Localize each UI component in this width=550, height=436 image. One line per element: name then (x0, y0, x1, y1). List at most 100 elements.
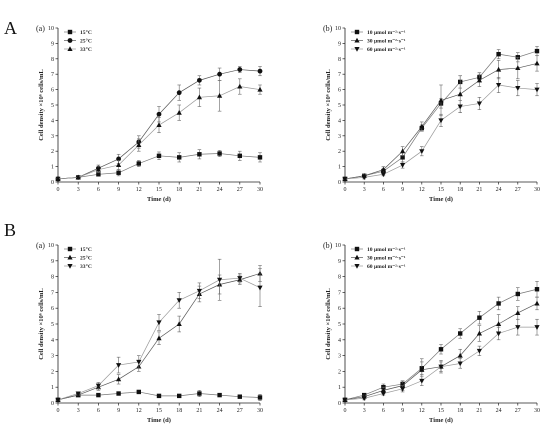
x-tick-label: 21 (476, 408, 482, 414)
data-point (515, 65, 521, 71)
data-point (400, 148, 406, 154)
data-point (419, 123, 425, 129)
y-tick-label: 6 (338, 88, 341, 94)
data-point (116, 162, 122, 168)
y-tick-label: 10 (48, 26, 54, 32)
data-point (116, 170, 121, 175)
x-tick-label: 0 (57, 408, 60, 414)
y-tick-label: 9 (338, 259, 341, 265)
x-tick-label: 21 (196, 187, 202, 193)
data-point (176, 90, 182, 96)
y-tick-label: 5 (51, 322, 54, 328)
y-tick-label: 7 (338, 290, 341, 296)
legend-marker (354, 254, 360, 260)
data-point (457, 361, 463, 367)
x-tick-label: 18 (457, 187, 463, 193)
data-point (197, 77, 202, 83)
data-point (156, 335, 162, 341)
x-tick-label: 27 (237, 187, 243, 193)
legend-entry: 15°C (80, 29, 92, 36)
data-point (237, 67, 243, 72)
data-point (156, 111, 162, 117)
legend-entry: 10 μmol m⁻²·s⁻¹ (367, 247, 406, 253)
data-point (342, 397, 348, 403)
x-tick-label: 9 (401, 408, 404, 414)
y-tick-label: 2 (338, 149, 341, 155)
y-axis-title: Cell density ×10⁶ cells/mL (38, 69, 45, 141)
data-point (217, 151, 222, 156)
y-tick-label: 6 (51, 88, 54, 94)
legend-entry: 33°C (80, 46, 92, 53)
x-tick-label: 9 (117, 408, 120, 414)
y-tick-label: 4 (338, 338, 341, 344)
data-point (438, 97, 444, 103)
data-point (217, 92, 223, 98)
data-point (197, 152, 202, 157)
y-tick-label: 3 (51, 134, 54, 140)
y-tick-label: 4 (51, 118, 54, 124)
data-point (237, 153, 242, 159)
data-point (257, 285, 263, 291)
data-point (176, 298, 182, 304)
y-tick-label: 10 (335, 243, 341, 249)
data-point (380, 391, 386, 397)
data-point (419, 149, 425, 154)
data-point (196, 288, 202, 294)
y-tick-label: 6 (338, 306, 341, 312)
x-tick-label: 30 (534, 187, 540, 193)
data-point (419, 378, 425, 384)
data-point (257, 68, 263, 74)
x-tick-label: 24 (217, 187, 223, 193)
y-tick-label: 8 (51, 57, 54, 63)
data-point (438, 347, 444, 352)
data-point (515, 325, 521, 330)
data-point (496, 321, 502, 326)
legend-marker (354, 246, 360, 252)
y-tick-label: 0 (338, 180, 341, 186)
y-axis-title: Cell density ×10⁶ cells/mL (325, 288, 332, 360)
section-label-b: B (4, 220, 17, 240)
legend-marker (354, 47, 360, 52)
data-point (476, 77, 482, 83)
y-tick-label: 2 (51, 149, 54, 155)
data-point (419, 367, 425, 372)
x-tick-label: 30 (257, 408, 263, 414)
x-tick-label: 3 (363, 408, 366, 414)
data-point (136, 142, 142, 148)
data-point (116, 391, 121, 396)
x-tick-label: 21 (196, 408, 202, 414)
legend-marker (67, 46, 73, 51)
data-point (400, 386, 406, 392)
legend-entry: 10 μmol m⁻²·s⁻¹ (367, 30, 406, 36)
data-point (217, 277, 223, 283)
legend: 10 μmol m⁻²·s⁻¹ 30 μmol m⁻²·s⁻¹ 60 μmol m⁻… (351, 246, 406, 270)
data-point (95, 383, 101, 389)
data-point (156, 393, 162, 399)
legend-marker (354, 37, 360, 43)
x-tick-label: 27 (237, 408, 243, 414)
x-tick-label: 6 (97, 408, 100, 414)
x-tick-label: 12 (419, 408, 425, 414)
data-point (96, 172, 101, 177)
data-point (257, 155, 263, 160)
data-point (476, 330, 482, 336)
data-point (196, 94, 202, 100)
data-point (237, 83, 243, 89)
data-point (496, 331, 502, 337)
x-tick-label: 18 (176, 408, 182, 414)
data-point (136, 359, 142, 365)
series-3 (342, 76, 540, 182)
x-tick-label: 27 (515, 408, 521, 414)
data-point (496, 301, 501, 306)
x-tick-label: 3 (77, 408, 80, 414)
y-tick-label: 0 (338, 401, 341, 407)
legend-marker (67, 246, 73, 252)
x-tick-label: 24 (496, 408, 502, 414)
y-tick-label: 1 (51, 165, 54, 171)
legend-marker (67, 29, 73, 35)
x-tick-label: 21 (476, 187, 482, 193)
data-point (116, 156, 121, 162)
legend-entry: 15°C (80, 246, 92, 253)
